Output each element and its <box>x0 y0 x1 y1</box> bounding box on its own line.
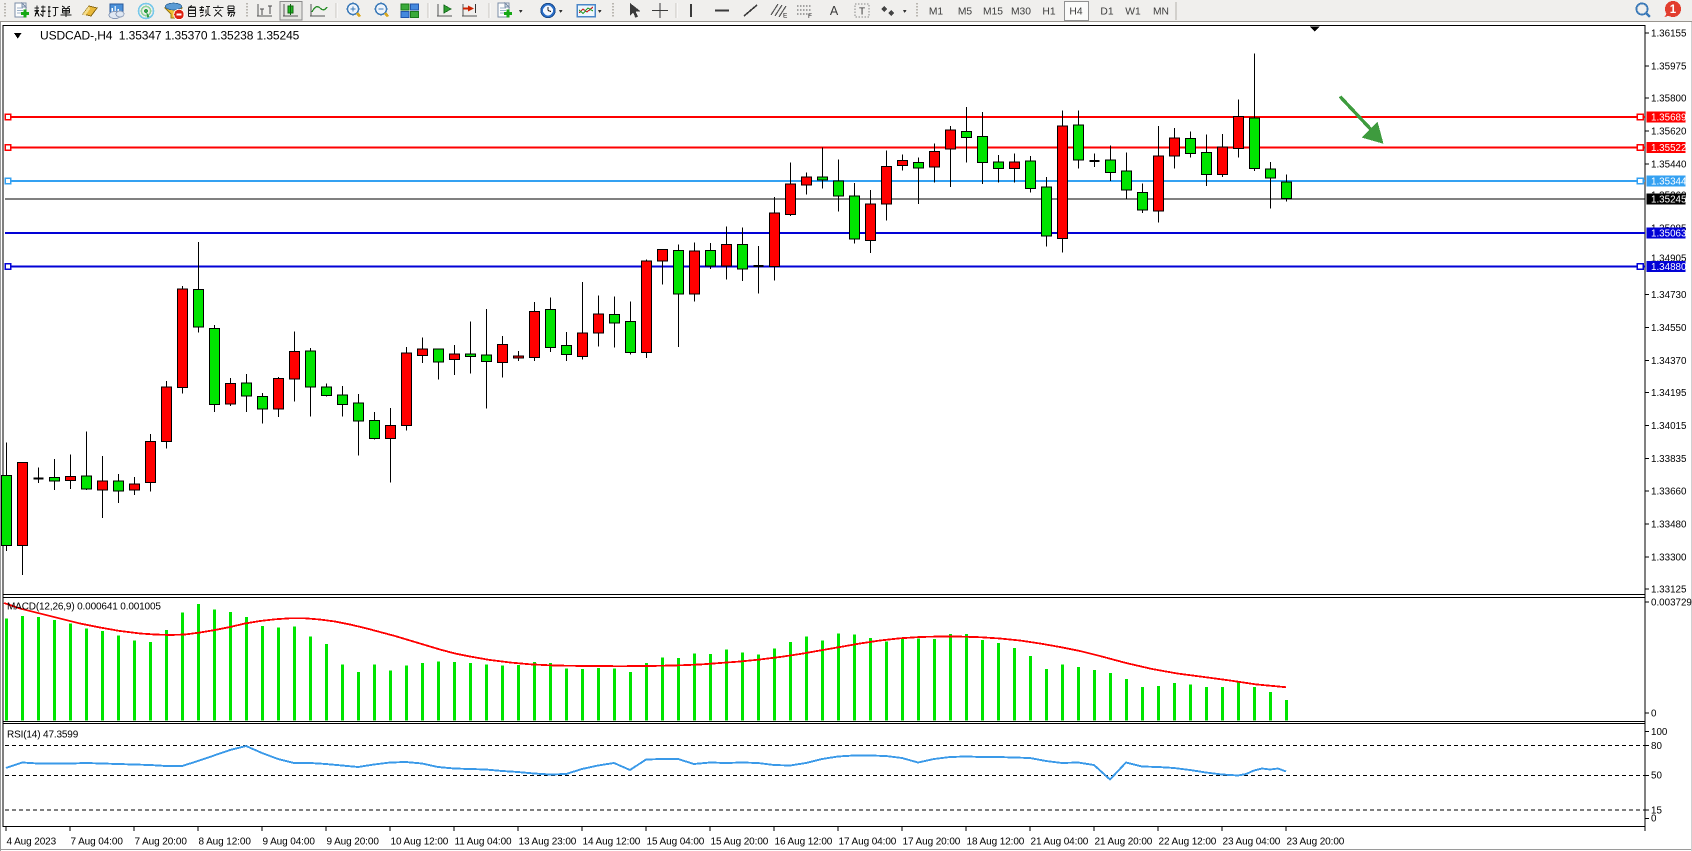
svg-text:1.35522: 1.35522 <box>1651 143 1686 154</box>
svg-text:1.33300: 1.33300 <box>1651 552 1687 563</box>
svg-text:18 Aug 12:00: 18 Aug 12:00 <box>967 837 1025 848</box>
svg-text:1.34195: 1.34195 <box>1651 388 1687 399</box>
svg-text:H1: H1 <box>1042 7 1055 18</box>
svg-text:1.34015: 1.34015 <box>1651 421 1687 432</box>
svg-text:23 Aug 04:00: 23 Aug 04:00 <box>1223 837 1281 848</box>
svg-text:15: 15 <box>1651 806 1662 817</box>
svg-text:14 Aug 12:00: 14 Aug 12:00 <box>583 837 641 848</box>
svg-text:M1: M1 <box>929 7 944 18</box>
svg-text:100: 100 <box>1651 727 1668 738</box>
svg-text:21 Aug 20:00: 21 Aug 20:00 <box>1095 837 1153 848</box>
svg-text:0: 0 <box>1651 709 1657 720</box>
svg-text:0.003729: 0.003729 <box>1651 598 1692 609</box>
svg-text:23 Aug 20:00: 23 Aug 20:00 <box>1287 837 1345 848</box>
svg-text:16 Aug 12:00: 16 Aug 12:00 <box>775 837 833 848</box>
svg-text:1.35245: 1.35245 <box>1651 194 1687 205</box>
svg-text:M5: M5 <box>958 7 973 18</box>
svg-text:1: 1 <box>1670 4 1677 16</box>
svg-text:1.33835: 1.33835 <box>1651 454 1687 465</box>
svg-text:7 Aug 20:00: 7 Aug 20:00 <box>135 837 188 848</box>
svg-text:1.35800: 1.35800 <box>1651 94 1687 105</box>
svg-text:17 Aug 04:00: 17 Aug 04:00 <box>839 837 897 848</box>
svg-text:0: 0 <box>1651 814 1657 825</box>
svg-text:1.34730: 1.34730 <box>1651 290 1687 301</box>
svg-text:1.35620: 1.35620 <box>1651 127 1687 138</box>
svg-text:1.35344: 1.35344 <box>1651 176 1687 187</box>
svg-text:1.34880: 1.34880 <box>1651 262 1687 273</box>
svg-text:1.35440: 1.35440 <box>1651 160 1687 171</box>
svg-text:D1: D1 <box>1100 7 1113 18</box>
svg-text:H4: H4 <box>1069 7 1082 18</box>
svg-text:1.34905: 1.34905 <box>1651 253 1687 264</box>
svg-text:1.35063: 1.35063 <box>1651 228 1687 239</box>
svg-text:W1: W1 <box>1125 7 1141 18</box>
svg-text:USDCAD-,H4 1.35347 1.35370 1.: USDCAD-,H4 1.35347 1.35370 1.35238 1.352… <box>40 29 300 43</box>
svg-text:80: 80 <box>1651 741 1662 752</box>
svg-text:1.34550: 1.34550 <box>1651 323 1687 334</box>
svg-text:50: 50 <box>1651 771 1662 782</box>
svg-text:F: F <box>808 13 812 20</box>
svg-text:M15: M15 <box>983 7 1003 18</box>
svg-text:MACD(12,26,9) 0.000641 0.00100: MACD(12,26,9) 0.000641 0.001005 <box>7 602 161 613</box>
svg-text:21 Aug 04:00: 21 Aug 04:00 <box>1031 837 1089 848</box>
svg-text:1.35689: 1.35689 <box>1651 112 1686 123</box>
svg-text:1.33125: 1.33125 <box>1651 585 1687 596</box>
svg-text:8 Aug 12:00: 8 Aug 12:00 <box>199 837 252 848</box>
svg-text:RSI(14) 47.3599: RSI(14) 47.3599 <box>7 730 79 741</box>
svg-text:1.35975: 1.35975 <box>1651 62 1687 73</box>
svg-text:E: E <box>783 13 788 20</box>
svg-text:1.34370: 1.34370 <box>1651 356 1687 367</box>
svg-text:13 Aug 23:00: 13 Aug 23:00 <box>519 837 577 848</box>
svg-text:17 Aug 20:00: 17 Aug 20:00 <box>903 837 961 848</box>
svg-text:1.33660: 1.33660 <box>1651 486 1687 497</box>
svg-text:9 Aug 20:00: 9 Aug 20:00 <box>327 837 380 848</box>
svg-text:1.33480: 1.33480 <box>1651 519 1687 530</box>
svg-text:M30: M30 <box>1011 7 1031 18</box>
svg-text:7 Aug 04:00: 7 Aug 04:00 <box>71 837 124 848</box>
svg-text:A: A <box>830 4 839 18</box>
svg-text:10 Aug 12:00: 10 Aug 12:00 <box>391 837 449 848</box>
svg-text:11 Aug 04:00: 11 Aug 04:00 <box>455 837 513 848</box>
svg-text:15 Aug 20:00: 15 Aug 20:00 <box>711 837 769 848</box>
svg-text:T: T <box>859 7 865 18</box>
svg-text:1.36155: 1.36155 <box>1651 29 1687 40</box>
svg-text:9 Aug 04:00: 9 Aug 04:00 <box>263 837 316 848</box>
svg-text:15 Aug 04:00: 15 Aug 04:00 <box>647 837 705 848</box>
svg-text:22 Aug 12:00: 22 Aug 12:00 <box>1159 837 1217 848</box>
svg-text:4 Aug 2023: 4 Aug 2023 <box>7 837 57 848</box>
svg-text:MN: MN <box>1153 7 1169 18</box>
